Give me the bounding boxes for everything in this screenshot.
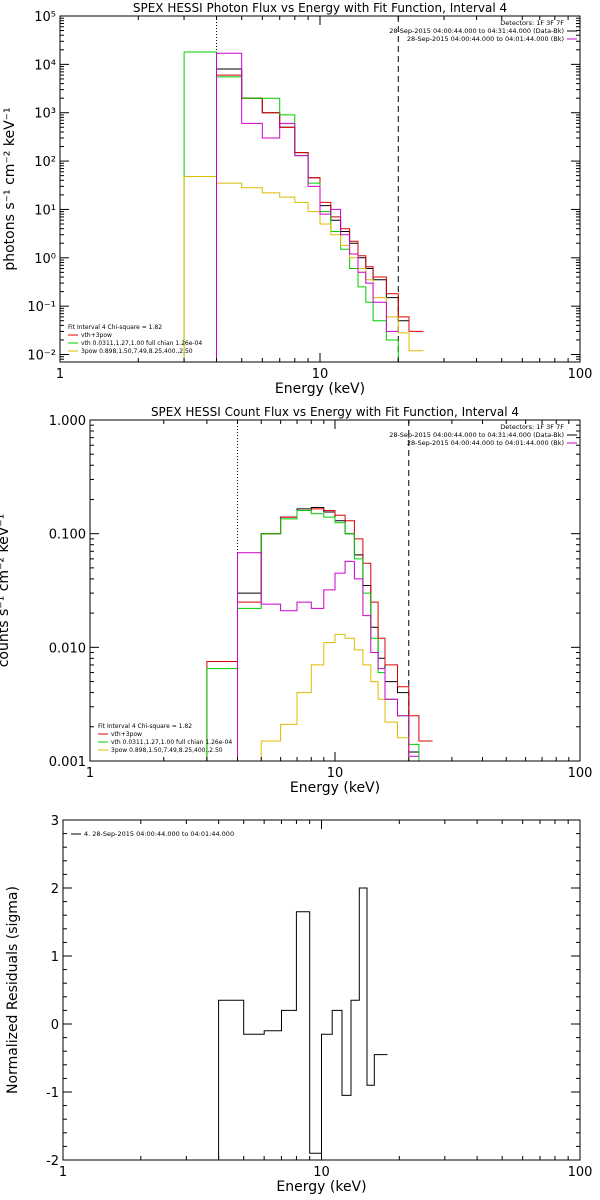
chart-panel-3: 1 10 100 Energy (keV) -2 -1 0 1 2 3 Normalized Res… [5, 814, 592, 1195]
x-tick-label: 10 [327, 766, 344, 781]
series-vth-line [183, 51, 424, 363]
legend-bottomleft-text: Fit Interval 4 Chi-square = 1.82 [68, 324, 162, 331]
legend-topright-text: 28-Sep-2015 04:00:44.000 to 04:31:44.000… [389, 27, 564, 35]
x-tick-label: 100 [568, 766, 593, 781]
legend-bottomleft-text: vth 0.0311,1.27,1.00 full chian 1.26e-04 [111, 739, 232, 746]
y-tick-label: 3 [51, 814, 59, 829]
chart-panel-1: SPEX HESSI Photon Flux vs Energy with Fi… [2, 1, 592, 397]
y-tick-label: -1 [46, 1086, 59, 1101]
y-tick-label: 0 [51, 1018, 59, 1033]
chart-title: SPEX HESSI Count Flux vs Energy with Fit… [151, 405, 519, 419]
chart-panel-2: SPEX HESSI Count Flux vs Energy with Fit… [0, 405, 592, 796]
series-bk-line [237, 552, 419, 761]
series-vth-3pow-line [206, 508, 433, 761]
legend-topleft-text: 4. 28-Sep-2015 04:00:44.000 to 04:01:44.… [84, 830, 234, 838]
legend-topright-text: 28-Sep-2015 04:00:44.000 to 04:01:44.000… [407, 35, 564, 43]
y-tick-label: 10⁻¹ [27, 300, 56, 315]
series-data-line [237, 507, 419, 761]
y-tick-label: 10¹ [34, 203, 56, 218]
x-tick-label: 1 [86, 766, 94, 781]
y-tick-label: 0.100 [49, 528, 86, 543]
x-axis-label: Energy (keV) [275, 381, 365, 397]
plot-frame [89, 419, 581, 762]
x-tick-label: 10 [313, 1165, 330, 1180]
y-tick-label: 10³ [34, 107, 56, 122]
y-tick-label: 10² [34, 155, 56, 170]
y-tick-label: 1.000 [49, 414, 86, 429]
y-tick-label: 0.001 [49, 755, 86, 770]
series-data-line [216, 68, 409, 362]
x-tick-label: 1 [59, 1165, 67, 1180]
y-axis-label: photons s⁻¹ cm⁻² keV⁻¹ [2, 107, 18, 270]
legend-topright-text: Detectors: 1F 3F 7F [500, 423, 564, 431]
x-tick-label: 100 [568, 367, 593, 382]
series-bk-line [216, 52, 399, 362]
legend-topright-text: 28-Sep-2015 04:00:44.000 to 04:31:44.000… [389, 431, 564, 439]
legend-bottomleft-text: vth+3pow [81, 332, 112, 339]
y-axis-label: Normalized Residuals (sigma) [5, 886, 21, 1094]
x-axis-label: Energy (keV) [290, 780, 380, 796]
y-tick-label: -2 [46, 1154, 59, 1169]
x-axis-label: Energy (keV) [276, 1179, 366, 1195]
y-tick-label: 1 [51, 950, 59, 965]
y-tick-label: 0.010 [49, 641, 86, 656]
series-3pow-line [206, 633, 433, 762]
y-tick-label: 10⁵ [34, 10, 56, 25]
legend-topright-text: Detectors: 1F 3F 7F [500, 19, 564, 27]
y-tick-label: 10⁻² [27, 349, 56, 364]
x-tick-label: 10 [312, 367, 329, 382]
legend-bottomleft-text: Fit Interval 4 Chi-square = 1.82 [98, 723, 192, 730]
chart-title: SPEX HESSI Photon Flux vs Energy with Fi… [133, 1, 507, 15]
x-tick-label: 1 [56, 367, 64, 382]
legend-bottomleft-text: 3pow 0.898,1.50,7.49,8.25,400.,2.50 [81, 348, 193, 355]
y-tick-label: 2 [51, 882, 59, 897]
y-axis-label: counts s⁻¹ cm⁻² keV⁻¹ [0, 514, 12, 668]
legend-topright-text: 28-Sep-2015 04:00:44.000 to 04:01:44.000… [407, 439, 564, 447]
series-vth-line [206, 510, 433, 762]
series-3pow-line [183, 176, 424, 362]
y-tick-label: 10⁴ [34, 58, 56, 73]
x-tick-label: 100 [568, 1165, 593, 1180]
series-residuals-line [218, 887, 388, 1160]
legend-bottomleft-text: vth+3pow [111, 731, 142, 738]
y-tick-label: 10⁰ [34, 252, 56, 267]
legend-bottomleft-text: 3pow 0.898,1.50,7.49,8.25,400.,2.50 [111, 747, 223, 754]
legend-bottomleft-text: vth 0.0311,1.27,1.00 full chian 1.26e-04 [81, 340, 202, 347]
